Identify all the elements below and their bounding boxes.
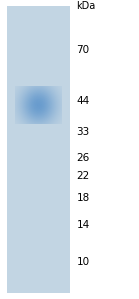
Text: 18: 18 — [76, 193, 90, 203]
Text: 33: 33 — [76, 127, 90, 137]
Text: 22: 22 — [76, 171, 90, 181]
Text: 14: 14 — [76, 220, 90, 230]
Text: 26: 26 — [76, 153, 90, 163]
Text: 70: 70 — [76, 45, 90, 55]
Text: 10: 10 — [76, 257, 90, 267]
Text: 44: 44 — [76, 96, 90, 106]
FancyBboxPatch shape — [7, 6, 70, 293]
Text: kDa: kDa — [76, 1, 96, 11]
